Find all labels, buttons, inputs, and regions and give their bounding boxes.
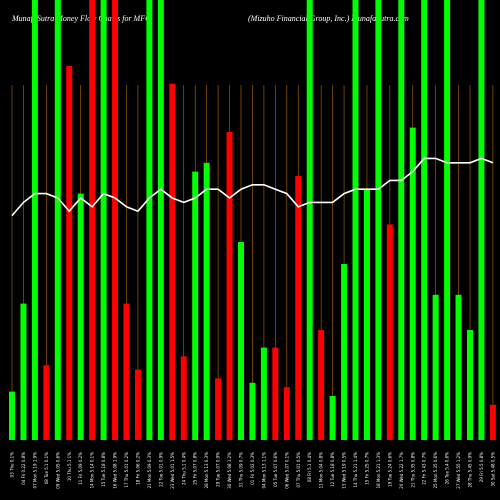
- money-flow-bar: [295, 176, 302, 440]
- money-flow-bar: [157, 0, 164, 440]
- money-flow-bar: [421, 0, 428, 440]
- money-flow-bar: [43, 365, 50, 440]
- x-tick-label: 26 Tue 5.4 0.6%: [445, 452, 450, 484]
- money-flow-bars: [9, 0, 496, 441]
- x-tick-label: 15 Tue 5.18 0.8%: [101, 452, 106, 487]
- money-flow-bar: [478, 0, 485, 440]
- x-tick-label: 11 Fri 5.09 0.2%: [78, 452, 83, 485]
- money-flow-bar: [89, 0, 96, 440]
- money-flow-bar: [455, 294, 462, 440]
- x-tick-label: 05 Tue 5.07 0.6%: [273, 452, 278, 487]
- money-flow-bar: [329, 396, 336, 440]
- money-flow-bar: [54, 0, 61, 440]
- money-flow-bar: [375, 0, 382, 440]
- money-flow-bar: [100, 0, 107, 440]
- x-tick-label: 25 Mon 5.35 0.6%: [433, 452, 438, 489]
- money-flow-bar: [112, 0, 119, 440]
- x-axis-labels: 03 Thu 0.1% 04 Fri 0.22 0.8% 07 Mon 5.19 1…: [10, 452, 496, 489]
- money-flow-bar: [444, 0, 451, 440]
- x-tick-label: 19 Tue 5.24 0.6%: [387, 452, 392, 487]
- money-flow-bar: [226, 132, 233, 440]
- x-tick-label: 07 Mon 5.19 1.9%: [32, 452, 37, 489]
- money-flow-bar: [192, 171, 199, 440]
- x-tick-label: 23 Wed 5.01 1.5%: [170, 452, 175, 489]
- money-flow-bar: [489, 404, 496, 440]
- x-tick-label: 14 Thu 5.21 1.4%: [353, 452, 358, 488]
- x-tick-label: 21 Mon 5.09 0.3%: [147, 452, 152, 489]
- money-flow-bar: [123, 303, 130, 440]
- money-flow-bar: [409, 127, 416, 440]
- x-tick-label: 08 Tue 5.1 0.1%: [44, 452, 49, 484]
- money-flow-bar: [318, 330, 325, 440]
- x-tick-label: 29 Tue 5.07 0.9%: [216, 452, 221, 487]
- money-flow-bar: [467, 330, 473, 440]
- money-flow-bar: [363, 189, 370, 440]
- money-flow-bar: [77, 193, 84, 440]
- x-tick-label: 16 Wed 5.08 1.9%: [113, 452, 118, 489]
- money-flow-bar: [432, 294, 439, 440]
- x-tick-label: 30 Sat 5.48 0.5%: [490, 452, 495, 487]
- x-tick-label: 24 Thu 5.1 0.4%: [181, 452, 186, 485]
- x-tick-label: 28 Mon 5.13 0.3%: [204, 452, 209, 489]
- x-tick-label: 20 Wed 5.22 1.7%: [399, 452, 404, 489]
- x-tick-label: 27 Wed 5.55 1.2%: [456, 452, 461, 489]
- x-tick-label: 18 Mon 5.21 1.3%: [376, 452, 381, 489]
- x-tick-label: 04 Fri 0.22 0.8%: [21, 452, 26, 485]
- money-flow-bar: [238, 242, 244, 440]
- money-flow-bar: [203, 162, 210, 441]
- money-flow-bar: [283, 387, 290, 440]
- money-flow-bar: [341, 264, 348, 440]
- x-tick-label: 22 Tue 5.01 0.9%: [158, 452, 163, 487]
- x-tick-label: 04 Mon 5.13 1.1%: [261, 452, 266, 489]
- chart-subtitle: (Mizuho Financial Group, Inc.) MunafaSut…: [248, 14, 409, 23]
- x-tick-label: 12 Tue 5.18 0.8%: [330, 452, 335, 487]
- money-flow-bar: [31, 0, 38, 440]
- x-tick-label: 13 Wed 5.19 0.5%: [342, 452, 347, 489]
- money-flow-bar: [134, 369, 141, 440]
- x-tick-label: 31 Thu 5.09 0.7%: [239, 452, 244, 488]
- x-tick-label: 08 Fri 5.1 0.4%: [307, 452, 312, 482]
- x-tick-label: 25 Fri 5.07 0.8%: [193, 452, 198, 485]
- money-flow-bar: [20, 303, 27, 440]
- x-tick-label: 29 Fri 5.5 0.8%: [479, 452, 484, 482]
- x-tick-label: 28 Thu 5.45 0.9%: [468, 452, 473, 488]
- x-tick-label: 15 Fri 5.25 0.7%: [364, 452, 369, 485]
- money-flow-bar: [249, 382, 256, 440]
- x-tick-label: 22 Fri 5.43 0.7%: [422, 452, 427, 485]
- money-flow-bar: [260, 347, 267, 440]
- x-tick-label: 17 Thu 5.01 0.2%: [124, 452, 129, 488]
- x-tick-label: 01 Fri 5.02 0.3%: [250, 452, 255, 485]
- money-flow-bar: [215, 378, 222, 440]
- price-line: [11, 157, 494, 217]
- money-flow-bar: [272, 347, 279, 440]
- money-flow-bar: [386, 224, 393, 440]
- chart-title: MunafaSutra Money Flow Charts for MFG: [12, 14, 151, 23]
- money-flow-bar: [9, 391, 15, 440]
- money-flow-bar: [306, 0, 313, 440]
- money-flow-bar: [180, 356, 187, 440]
- x-tick-label: 30 Wed 5.08 1.2%: [227, 452, 232, 489]
- x-tick-label: 06 Wed 5.07 0.1%: [284, 452, 289, 489]
- x-tick-label: 07 Thu 5.01 0.5%: [296, 452, 301, 488]
- money-flow-bar: [169, 83, 176, 440]
- x-tick-label: 03 Thu 0.1%: [10, 452, 15, 478]
- price-line-group: [11, 157, 494, 217]
- x-tick-label: 10 Thu 5.1 1%: [67, 452, 72, 481]
- x-tick-label: 21 Thu 5.35 0.8%: [410, 452, 415, 488]
- money-flow-bar: [146, 0, 153, 440]
- x-tick-label: 18 Fri 5.06 0.2%: [135, 452, 140, 485]
- money-flow-bar: [352, 0, 359, 440]
- x-tick-label: 14 Mon 5.14 0.1%: [90, 452, 95, 489]
- x-tick-label: 11 Mon 5.04 0.8%: [319, 452, 324, 489]
- money-flow-bar: [398, 0, 405, 440]
- money-flow-bar: [66, 66, 73, 440]
- x-tick-label: 09 Wed 5.05 0.6%: [55, 452, 60, 489]
